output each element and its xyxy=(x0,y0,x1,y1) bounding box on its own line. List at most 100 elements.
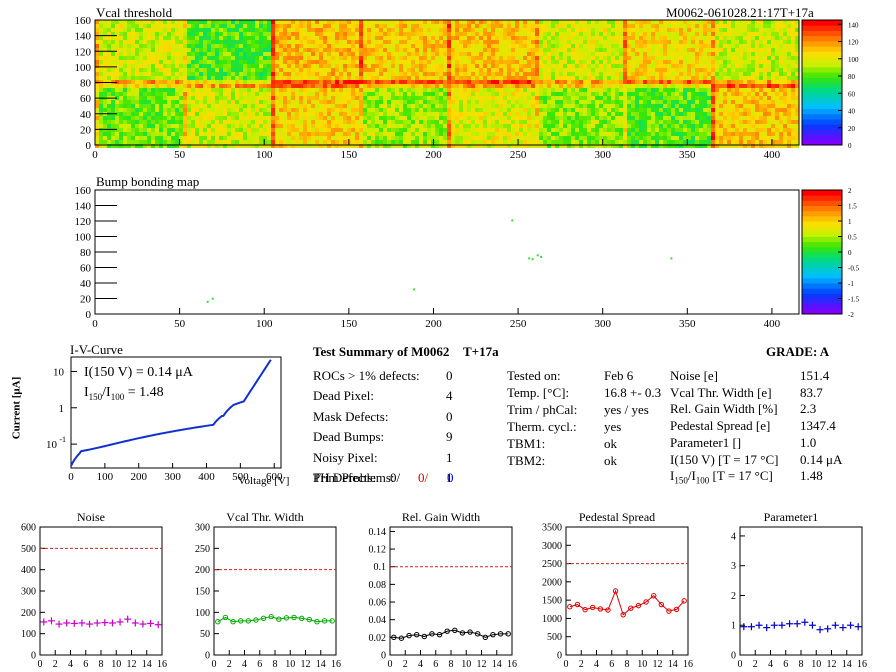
heat-cell xyxy=(131,100,135,104)
heat-cell xyxy=(155,84,159,88)
heat-cell xyxy=(647,108,651,112)
heat-cell xyxy=(475,24,479,28)
heat-cell xyxy=(119,132,123,136)
heat-cell xyxy=(411,32,415,36)
heat-cell xyxy=(679,120,683,124)
heat-cell xyxy=(703,36,707,40)
heat-cell xyxy=(435,64,439,68)
heat-cell xyxy=(695,140,699,144)
heat-cell xyxy=(399,20,403,24)
heat-cell xyxy=(215,24,219,28)
heat-cell xyxy=(559,116,563,120)
heat-cell xyxy=(567,64,571,68)
heat-cell xyxy=(711,140,715,144)
heat-cell xyxy=(127,108,131,112)
heat-cell xyxy=(347,72,351,76)
heat-cell xyxy=(103,120,107,124)
heat-cell xyxy=(207,52,211,56)
heat-cell xyxy=(507,132,511,136)
heat-cell xyxy=(103,88,107,92)
heat-cell xyxy=(535,68,539,72)
heat-cell xyxy=(607,60,611,64)
heat-cell xyxy=(211,44,215,48)
heat-cell xyxy=(379,56,383,60)
heat-cell xyxy=(683,144,687,148)
heat-cell xyxy=(403,112,407,116)
heat-cell xyxy=(459,80,463,84)
heat-cell xyxy=(619,48,623,52)
heat-cell xyxy=(191,124,195,128)
heat-cell xyxy=(319,124,323,128)
heat-cell xyxy=(291,44,295,48)
heat-cell xyxy=(599,144,603,148)
heat-cell xyxy=(491,144,495,148)
heat-cell xyxy=(303,104,307,108)
heat-cell xyxy=(695,68,699,72)
heat-cell xyxy=(271,100,275,104)
heat-cell xyxy=(543,128,547,132)
heat-cell xyxy=(699,24,703,28)
heat-cell xyxy=(603,140,607,144)
heat-cell xyxy=(327,92,331,96)
heat-cell xyxy=(431,76,435,80)
heat-cell xyxy=(375,92,379,96)
heat-cell xyxy=(687,96,691,100)
heat-cell xyxy=(255,68,259,72)
heat-cell xyxy=(239,24,243,28)
heat-cell xyxy=(567,132,571,136)
heat-cell xyxy=(323,88,327,92)
heat-cell xyxy=(359,28,363,32)
heat-cell xyxy=(223,76,227,80)
heat-cell xyxy=(483,24,487,28)
heat-cell xyxy=(491,132,495,136)
heat-cell xyxy=(167,68,171,72)
heat-cell xyxy=(587,144,591,148)
heat-cell xyxy=(415,72,419,76)
heat-cell xyxy=(707,52,711,56)
heat-cell xyxy=(451,120,455,124)
heat-cell xyxy=(603,20,607,24)
heat-cell xyxy=(695,92,699,96)
heat-cell xyxy=(679,20,683,24)
heat-cell xyxy=(207,80,211,84)
heat-cell xyxy=(391,100,395,104)
heat-cell xyxy=(615,92,619,96)
heat-cell xyxy=(303,40,307,44)
heat-cell xyxy=(387,144,391,148)
heat-cell xyxy=(711,84,715,88)
heat-cell xyxy=(487,44,491,48)
heat-cell xyxy=(291,80,295,84)
heat-cell xyxy=(483,72,487,76)
heat-cell xyxy=(631,56,635,60)
heat-cell xyxy=(643,68,647,72)
heat-cell xyxy=(623,36,627,40)
heat-cell xyxy=(235,108,239,112)
heat-cell xyxy=(231,128,235,132)
heat-cell xyxy=(523,44,527,48)
heat-cell xyxy=(331,112,335,116)
heat-cell xyxy=(239,68,243,72)
heat-cell xyxy=(683,100,687,104)
heat-cell xyxy=(591,128,595,132)
heat-cell xyxy=(347,112,351,116)
heat-cell xyxy=(195,124,199,128)
heat-cell xyxy=(575,32,579,36)
heat-cell xyxy=(495,128,499,132)
heat-cell xyxy=(391,56,395,60)
heat-cell xyxy=(391,120,395,124)
heat-cell xyxy=(99,36,103,40)
heat-cell xyxy=(639,136,643,140)
heat-cell xyxy=(143,80,147,84)
heat-cell xyxy=(147,64,151,68)
heat-cell xyxy=(551,60,555,64)
heat-cell xyxy=(303,136,307,140)
heat-cell xyxy=(527,116,531,120)
heat-cell xyxy=(619,132,623,136)
heat-cell xyxy=(431,64,435,68)
heat-cell xyxy=(587,136,591,140)
heat-cell xyxy=(283,108,287,112)
heat-cell xyxy=(387,24,391,28)
heat-cell xyxy=(563,24,567,28)
heat-cell xyxy=(363,60,367,64)
heat-cell xyxy=(139,76,143,80)
